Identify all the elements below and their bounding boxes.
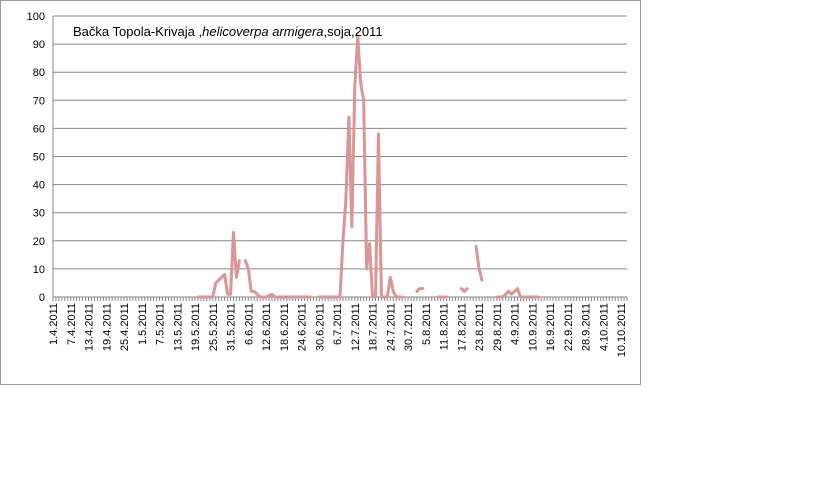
series-line-segment xyxy=(495,287,540,299)
x-tick-label: 31.5.2011 xyxy=(226,303,238,351)
x-tick-label: 16.9.2011 xyxy=(545,303,557,351)
x-tick-label: 7.4.2011 xyxy=(66,303,78,345)
series-line-segment xyxy=(474,244,484,282)
series-line-segment xyxy=(415,287,425,293)
x-tick-label: 25.5.2011 xyxy=(208,303,220,351)
y-tick-label: 90 xyxy=(33,39,45,51)
x-tick-label: 19.5.2011 xyxy=(190,303,202,351)
chart-title-part: ,soja,2011 xyxy=(324,24,383,39)
y-tick-label: 20 xyxy=(33,236,45,248)
x-tick-label: 13.4.2011 xyxy=(84,303,96,351)
y-tick-label: 60 xyxy=(33,123,45,135)
x-tick-label: 22.9.2011 xyxy=(563,303,575,351)
chart-area xyxy=(0,0,641,385)
x-tick-label: 30.7.2011 xyxy=(403,303,415,351)
x-tick-label: 29.8.2011 xyxy=(492,303,504,351)
x-tick-label: 10.10.2011 xyxy=(616,303,628,357)
y-tick-label: 80 xyxy=(33,67,45,79)
chart-title: Bačka Topola-Krivaja ,helicoverpa armige… xyxy=(73,24,383,39)
chart-title-part: helicoverpa armigera xyxy=(202,24,323,39)
x-tick-label: 24.6.2011 xyxy=(297,303,309,351)
x-tick-label: 10.9.2011 xyxy=(527,303,539,351)
x-tick-label: 18.7.2011 xyxy=(368,303,380,351)
y-tick-label: 10 xyxy=(33,264,45,276)
gridlines xyxy=(53,15,627,270)
x-tick-label: 12.6.2011 xyxy=(261,303,273,351)
x-tick-label: 13.5.2011 xyxy=(172,303,184,351)
x-tick-label: 12.7.2011 xyxy=(350,303,362,351)
x-tick-label: 24.7.2011 xyxy=(385,303,397,351)
x-tick-label: 11.8.2011 xyxy=(439,303,451,350)
x-tick-label: 17.8.2011 xyxy=(456,303,468,351)
series-line-segment xyxy=(317,34,404,299)
x-tick-label: 6.7.2011 xyxy=(332,303,344,345)
x-tick-label: 4.10.2011 xyxy=(598,303,610,351)
y-tick-labels: 0 10 20 30 40 50 60 70 80 90 100 xyxy=(27,11,45,304)
data-series xyxy=(196,34,540,299)
y-tick-label: 40 xyxy=(33,180,45,192)
x-tick-label: 23.8.2011 xyxy=(474,303,486,351)
y-tick-label: 50 xyxy=(33,152,45,164)
y-tick-label: 30 xyxy=(33,208,45,220)
chart-title-part: Bačka Topola-Krivaja , xyxy=(73,24,202,39)
series-line-segment xyxy=(243,258,312,299)
y-tick-label: 70 xyxy=(33,95,45,107)
x-tick-label: 18.6.2011 xyxy=(279,303,291,351)
x-tick-label: 30.6.2011 xyxy=(314,303,326,351)
x-tick-label: 1.5.2011 xyxy=(137,303,149,345)
x-tick-label: 6.6.2011 xyxy=(243,303,255,345)
series-line-segment xyxy=(459,287,469,293)
x-tick-label: 4.9.2011 xyxy=(510,303,522,345)
series-line-segment xyxy=(196,230,241,299)
y-tick-label: 0 xyxy=(39,292,45,304)
y-tick-label: 100 xyxy=(27,11,45,23)
x-tick-label: 5.8.2011 xyxy=(421,303,433,345)
axes xyxy=(52,16,628,301)
x-tick-label: 28.9.2011 xyxy=(581,303,593,351)
x-tick-label: 1.4.2011 xyxy=(48,303,60,345)
x-tick-label: 25.4.2011 xyxy=(119,303,131,351)
x-tick-labels: 1.4.2011 7.4.2011 13.4.2011 19.4.2011 25.4.2… xyxy=(48,303,628,357)
x-tick-label: 7.5.2011 xyxy=(155,303,167,345)
x-tick-label: 19.4.2011 xyxy=(101,303,113,351)
